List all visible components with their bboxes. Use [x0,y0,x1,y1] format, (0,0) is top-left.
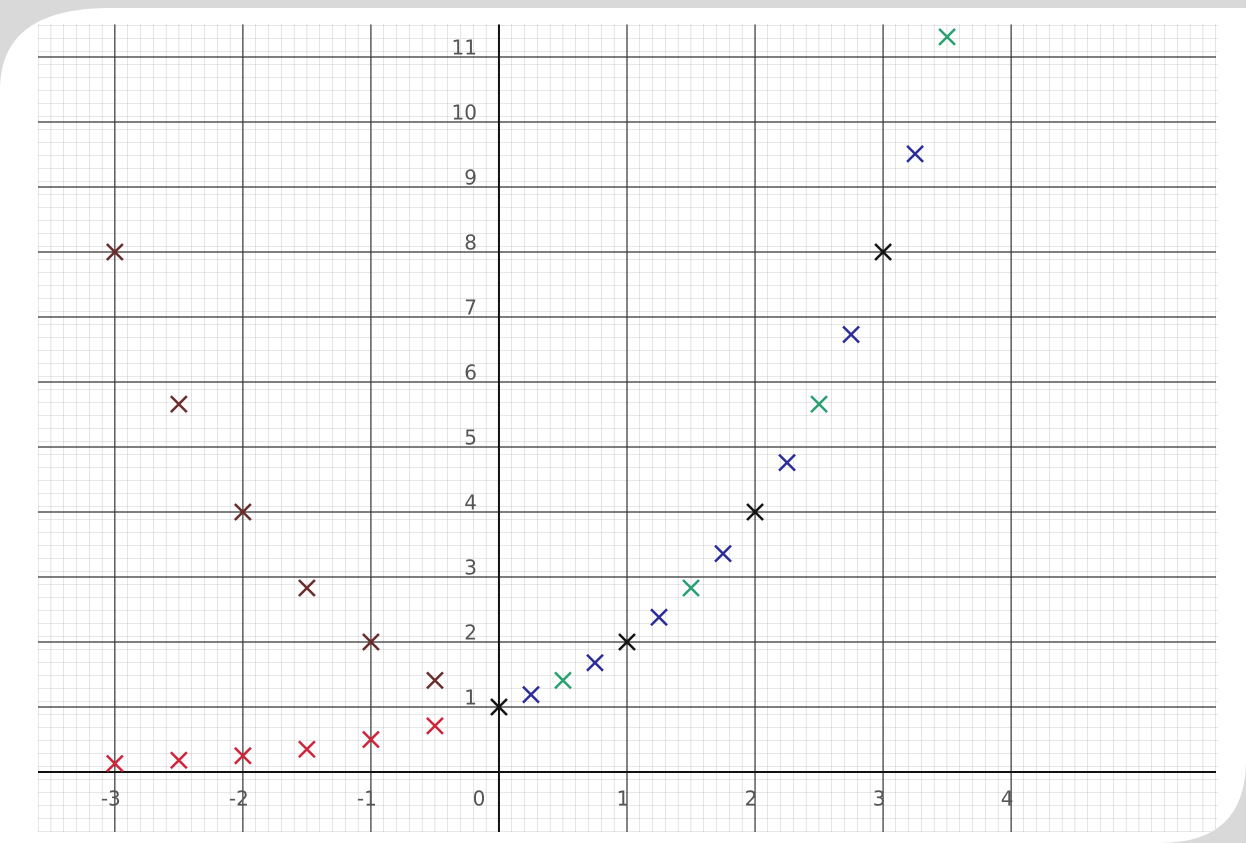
y-tick-label: 1 [464,686,477,710]
point [650,608,668,627]
x-tick-label: 2 [745,787,758,811]
point [233,746,252,765]
point [554,671,572,690]
x-tick-label: 0 [473,787,486,811]
point [105,754,124,773]
point [714,544,732,563]
point [522,685,540,704]
point [778,453,796,472]
point [426,716,444,735]
point [298,579,316,597]
x-tick-label: -2 [229,787,249,811]
point [842,325,860,344]
plot: -3 -2 -1 0 1 2 3 4 1 2 3 4 5 6 7 8 9 10 11 [38,24,1216,832]
y-tick-label: 10 [452,101,477,125]
x-tick-label: 3 [873,787,886,811]
y-tick-label: 2 [464,621,477,645]
point [169,395,188,413]
y-tick-label: 9 [464,166,477,190]
point [298,740,316,759]
y-tick-label: 8 [464,231,477,255]
y-tick-label: 7 [464,296,477,320]
point [169,751,188,770]
point [362,633,380,651]
x-tick-label: -3 [101,787,121,811]
y-tick-label: 6 [464,361,477,385]
point [874,243,892,261]
point [810,395,828,413]
point [618,633,636,651]
point [746,503,764,521]
x-tick-label: 4 [1001,787,1014,811]
point [938,27,956,46]
point [362,730,380,749]
point [426,671,444,690]
point [233,503,252,521]
y-tick-label: 11 [452,36,477,60]
point [105,243,124,261]
y-tick-label: 5 [464,426,477,450]
point [490,698,508,716]
y-tick-label: 3 [464,556,477,580]
point [586,653,604,672]
y-tick-label: 4 [464,491,477,515]
point [906,144,924,163]
point [682,579,700,597]
x-tick-label: 1 [617,787,630,811]
x-tick-label: -1 [357,787,377,811]
